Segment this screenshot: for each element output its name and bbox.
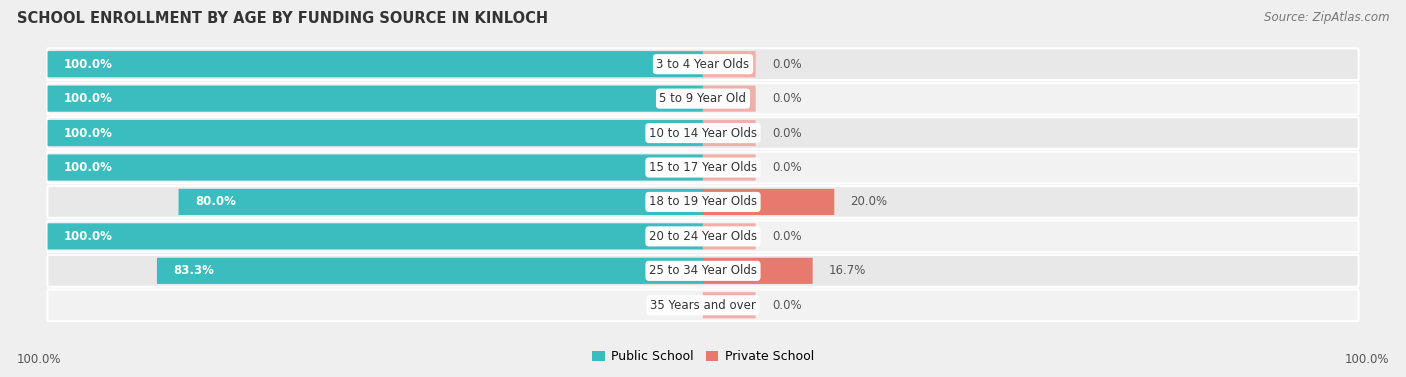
Text: 15 to 17 Year Olds: 15 to 17 Year Olds	[650, 161, 756, 174]
Text: 100.0%: 100.0%	[65, 127, 112, 139]
Text: 0.0%: 0.0%	[772, 161, 801, 174]
Text: 80.0%: 80.0%	[195, 195, 236, 208]
Legend: Public School, Private School: Public School, Private School	[588, 345, 818, 368]
FancyBboxPatch shape	[48, 86, 703, 112]
FancyBboxPatch shape	[48, 120, 703, 146]
Text: 100.0%: 100.0%	[65, 161, 112, 174]
FancyBboxPatch shape	[703, 155, 755, 181]
FancyBboxPatch shape	[48, 255, 1358, 287]
Text: 83.3%: 83.3%	[173, 264, 215, 277]
FancyBboxPatch shape	[703, 120, 755, 146]
Text: 20.0%: 20.0%	[851, 195, 887, 208]
Text: 100.0%: 100.0%	[65, 58, 112, 70]
Text: 20 to 24 Year Olds: 20 to 24 Year Olds	[650, 230, 756, 243]
Text: SCHOOL ENROLLMENT BY AGE BY FUNDING SOURCE IN KINLOCH: SCHOOL ENROLLMENT BY AGE BY FUNDING SOUR…	[17, 11, 548, 26]
FancyBboxPatch shape	[48, 83, 1358, 115]
Text: 0.0%: 0.0%	[772, 230, 801, 243]
FancyBboxPatch shape	[703, 292, 755, 318]
FancyBboxPatch shape	[179, 189, 703, 215]
Text: 100.0%: 100.0%	[1344, 353, 1389, 366]
Text: 0.0%: 0.0%	[772, 58, 801, 70]
FancyBboxPatch shape	[48, 155, 703, 181]
FancyBboxPatch shape	[48, 51, 703, 77]
FancyBboxPatch shape	[703, 258, 813, 284]
FancyBboxPatch shape	[703, 51, 755, 77]
FancyBboxPatch shape	[703, 86, 755, 112]
Text: 18 to 19 Year Olds: 18 to 19 Year Olds	[650, 195, 756, 208]
FancyBboxPatch shape	[703, 223, 755, 250]
Text: 25 to 34 Year Olds: 25 to 34 Year Olds	[650, 264, 756, 277]
FancyBboxPatch shape	[48, 186, 1358, 218]
Text: 0.0%: 0.0%	[772, 127, 801, 139]
FancyBboxPatch shape	[48, 152, 1358, 183]
FancyBboxPatch shape	[48, 117, 1358, 149]
Text: 35 Years and over: 35 Years and over	[650, 299, 756, 312]
FancyBboxPatch shape	[703, 189, 834, 215]
FancyBboxPatch shape	[48, 221, 1358, 252]
FancyBboxPatch shape	[157, 258, 703, 284]
FancyBboxPatch shape	[48, 48, 1358, 80]
Text: 100.0%: 100.0%	[65, 230, 112, 243]
Text: 0.0%: 0.0%	[654, 299, 683, 312]
Text: 0.0%: 0.0%	[772, 92, 801, 105]
Text: 5 to 9 Year Old: 5 to 9 Year Old	[659, 92, 747, 105]
Text: 10 to 14 Year Olds: 10 to 14 Year Olds	[650, 127, 756, 139]
Text: 3 to 4 Year Olds: 3 to 4 Year Olds	[657, 58, 749, 70]
FancyBboxPatch shape	[48, 290, 1358, 321]
Text: Source: ZipAtlas.com: Source: ZipAtlas.com	[1264, 11, 1389, 24]
Text: 16.7%: 16.7%	[828, 264, 866, 277]
Text: 100.0%: 100.0%	[65, 92, 112, 105]
FancyBboxPatch shape	[48, 223, 703, 250]
Text: 100.0%: 100.0%	[17, 353, 62, 366]
Text: 0.0%: 0.0%	[772, 299, 801, 312]
